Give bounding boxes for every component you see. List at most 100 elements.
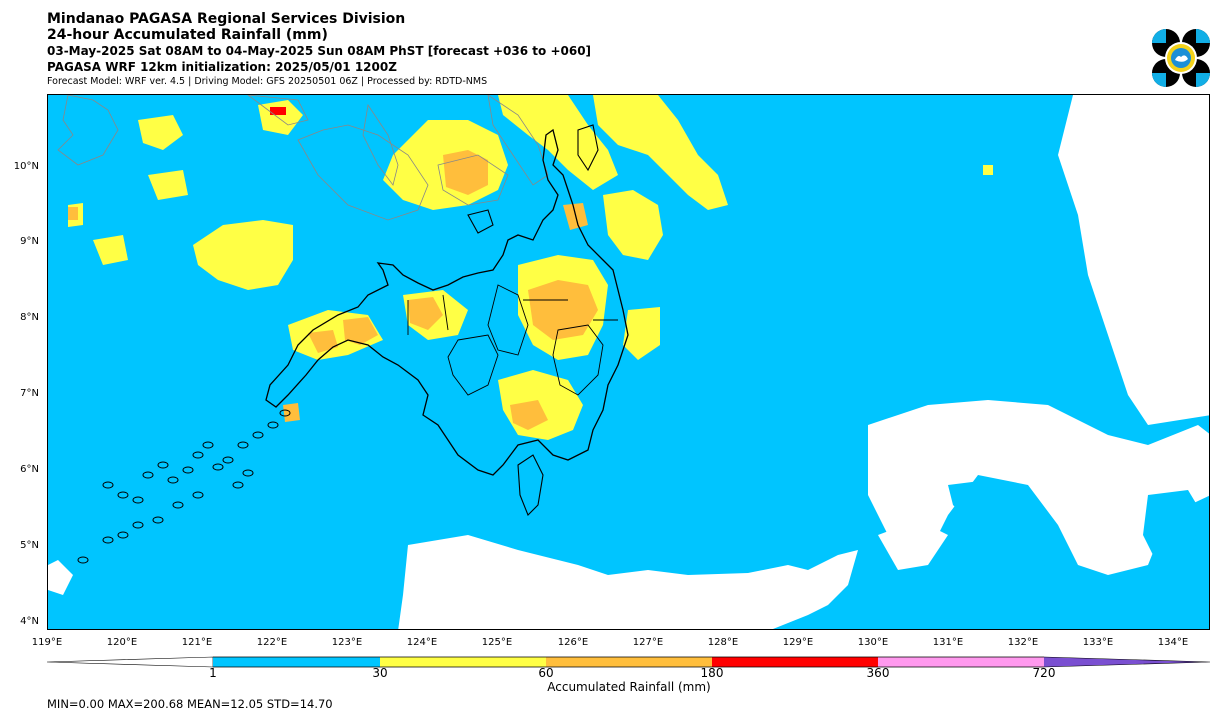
- lon-label: 127°E: [632, 637, 664, 648]
- lat-label: 9°N: [20, 236, 39, 247]
- foreign-coastline: [57, 95, 119, 166]
- province-boundary: [447, 334, 499, 396]
- rain-area-60-180: [343, 317, 378, 345]
- island-coastline: [577, 124, 599, 172]
- foreign-coastline: [437, 154, 509, 206]
- lat-label: 8°N: [20, 312, 39, 323]
- no-rain-area: [1058, 95, 1209, 425]
- pagasa-logo-icon: [1152, 29, 1210, 87]
- rain-area-30-60: [603, 190, 663, 260]
- rain-area-1-30: [1038, 545, 1068, 575]
- lat-label: 10°N: [13, 161, 39, 172]
- rainfall-colorbar: [47, 656, 1210, 668]
- rain-area-180-360: [270, 107, 286, 115]
- lon-label: 122°E: [256, 637, 288, 648]
- colorbar-segment-1-30: [213, 657, 380, 667]
- colorbar-tick: 360: [866, 666, 890, 680]
- lon-label: 133°E: [1082, 637, 1114, 648]
- rain-area-60-180: [528, 280, 598, 340]
- rain-area-60-180: [68, 207, 78, 220]
- lat-label: 6°N: [20, 464, 39, 475]
- island-coastline: [132, 496, 144, 504]
- no-rain-area: [48, 560, 73, 595]
- lon-label: 134°E: [1157, 637, 1189, 648]
- rain-area-30-60: [498, 95, 618, 190]
- island-coastline: [467, 209, 494, 234]
- island-coastline: [102, 481, 114, 489]
- rainfall-map[interactable]: [47, 94, 1210, 630]
- lon-label: 131°E: [932, 637, 964, 648]
- colorbar-segment-180-360: [712, 657, 878, 667]
- rain-area-30-60: [148, 170, 188, 200]
- rain-area-60-180: [510, 400, 548, 430]
- forecast-period: 03-May-2025 Sat 08AM to 04-May-2025 Sun …: [47, 44, 592, 58]
- rain-area-30-60: [593, 95, 728, 210]
- rain-area-30-60: [983, 165, 993, 175]
- island-coastline: [279, 409, 291, 417]
- island-coastline: [182, 466, 194, 474]
- no-rain-area: [878, 520, 948, 570]
- island-coastline: [232, 481, 244, 489]
- rain-area-30-60: [138, 115, 183, 150]
- island-coastline: [117, 491, 129, 499]
- lon-label: 128°E: [707, 637, 739, 648]
- island-coastline: [267, 421, 279, 429]
- lat-label: 7°N: [20, 388, 39, 399]
- rain-area-30-60: [258, 100, 303, 135]
- province-boundary: [487, 284, 529, 356]
- island-coastline: [252, 431, 264, 439]
- lon-label: 123°E: [331, 637, 363, 648]
- island-coastline: [222, 456, 234, 464]
- lon-label: 119°E: [31, 637, 63, 648]
- colorbar-max-extend: [1044, 657, 1210, 667]
- island-coastline: [102, 536, 114, 544]
- lat-label: 4°N: [20, 616, 39, 627]
- colorbar-tick: 30: [372, 666, 388, 680]
- no-rain-area: [868, 400, 1209, 575]
- foreign-coastline: [297, 124, 429, 221]
- lon-label: 129°E: [782, 637, 814, 648]
- island-coastline: [132, 521, 144, 529]
- rainfall-grid: [48, 95, 1209, 629]
- island-coastline: [242, 469, 254, 477]
- lon-label: 126°E: [557, 637, 589, 648]
- rain-area-1-30: [948, 480, 1008, 520]
- island-coastline: [152, 516, 164, 524]
- rain-area-30-60: [193, 220, 293, 290]
- lon-label: 132°E: [1007, 637, 1039, 648]
- lon-label: 120°E: [106, 637, 138, 648]
- lat-label: 5°N: [20, 540, 39, 551]
- map-title: Mindanao PAGASA Regional Services Divisi…: [47, 11, 406, 27]
- island-coastline: [192, 491, 204, 499]
- map-subtitle: 24-hour Accumulated Rainfall (mm): [47, 27, 328, 43]
- island-coastline: [142, 471, 154, 479]
- rain-area-30-60: [93, 235, 128, 265]
- island-coastline: [517, 454, 544, 516]
- foreign-coastline: [247, 95, 309, 126]
- rain-area-60-180: [408, 297, 443, 330]
- no-rain-area: [398, 535, 858, 629]
- colorbar-tick: 180: [700, 666, 724, 680]
- lon-label: 125°E: [481, 637, 513, 648]
- island-coastline: [77, 556, 89, 564]
- island-coastline: [192, 451, 204, 459]
- colorbar-tick: 1: [209, 666, 217, 680]
- island-coastline: [172, 501, 184, 509]
- island-coastline: [212, 463, 224, 471]
- model-initialization: PAGASA WRF 12km initialization: 2025/05/…: [47, 60, 397, 74]
- lon-label: 130°E: [857, 637, 889, 648]
- colorbar-segment-360-720: [878, 657, 1044, 667]
- mindanao-coastline: [265, 128, 629, 476]
- island-coastline: [157, 461, 169, 469]
- model-info: Forecast Model: WRF ver. 4.5 | Driving M…: [47, 76, 488, 87]
- island-coastline: [202, 441, 214, 449]
- colorbar-min-extend: [47, 656, 214, 668]
- province-boundary: [552, 324, 604, 396]
- rain-area-60-180: [283, 403, 300, 422]
- rain-area-30-60: [623, 307, 660, 360]
- rain-area-60-180: [308, 330, 338, 353]
- island-coastline: [237, 441, 249, 449]
- colorbar-tick: 720: [1032, 666, 1056, 680]
- foreign-coastline: [487, 95, 549, 186]
- lon-label: 121°E: [181, 637, 213, 648]
